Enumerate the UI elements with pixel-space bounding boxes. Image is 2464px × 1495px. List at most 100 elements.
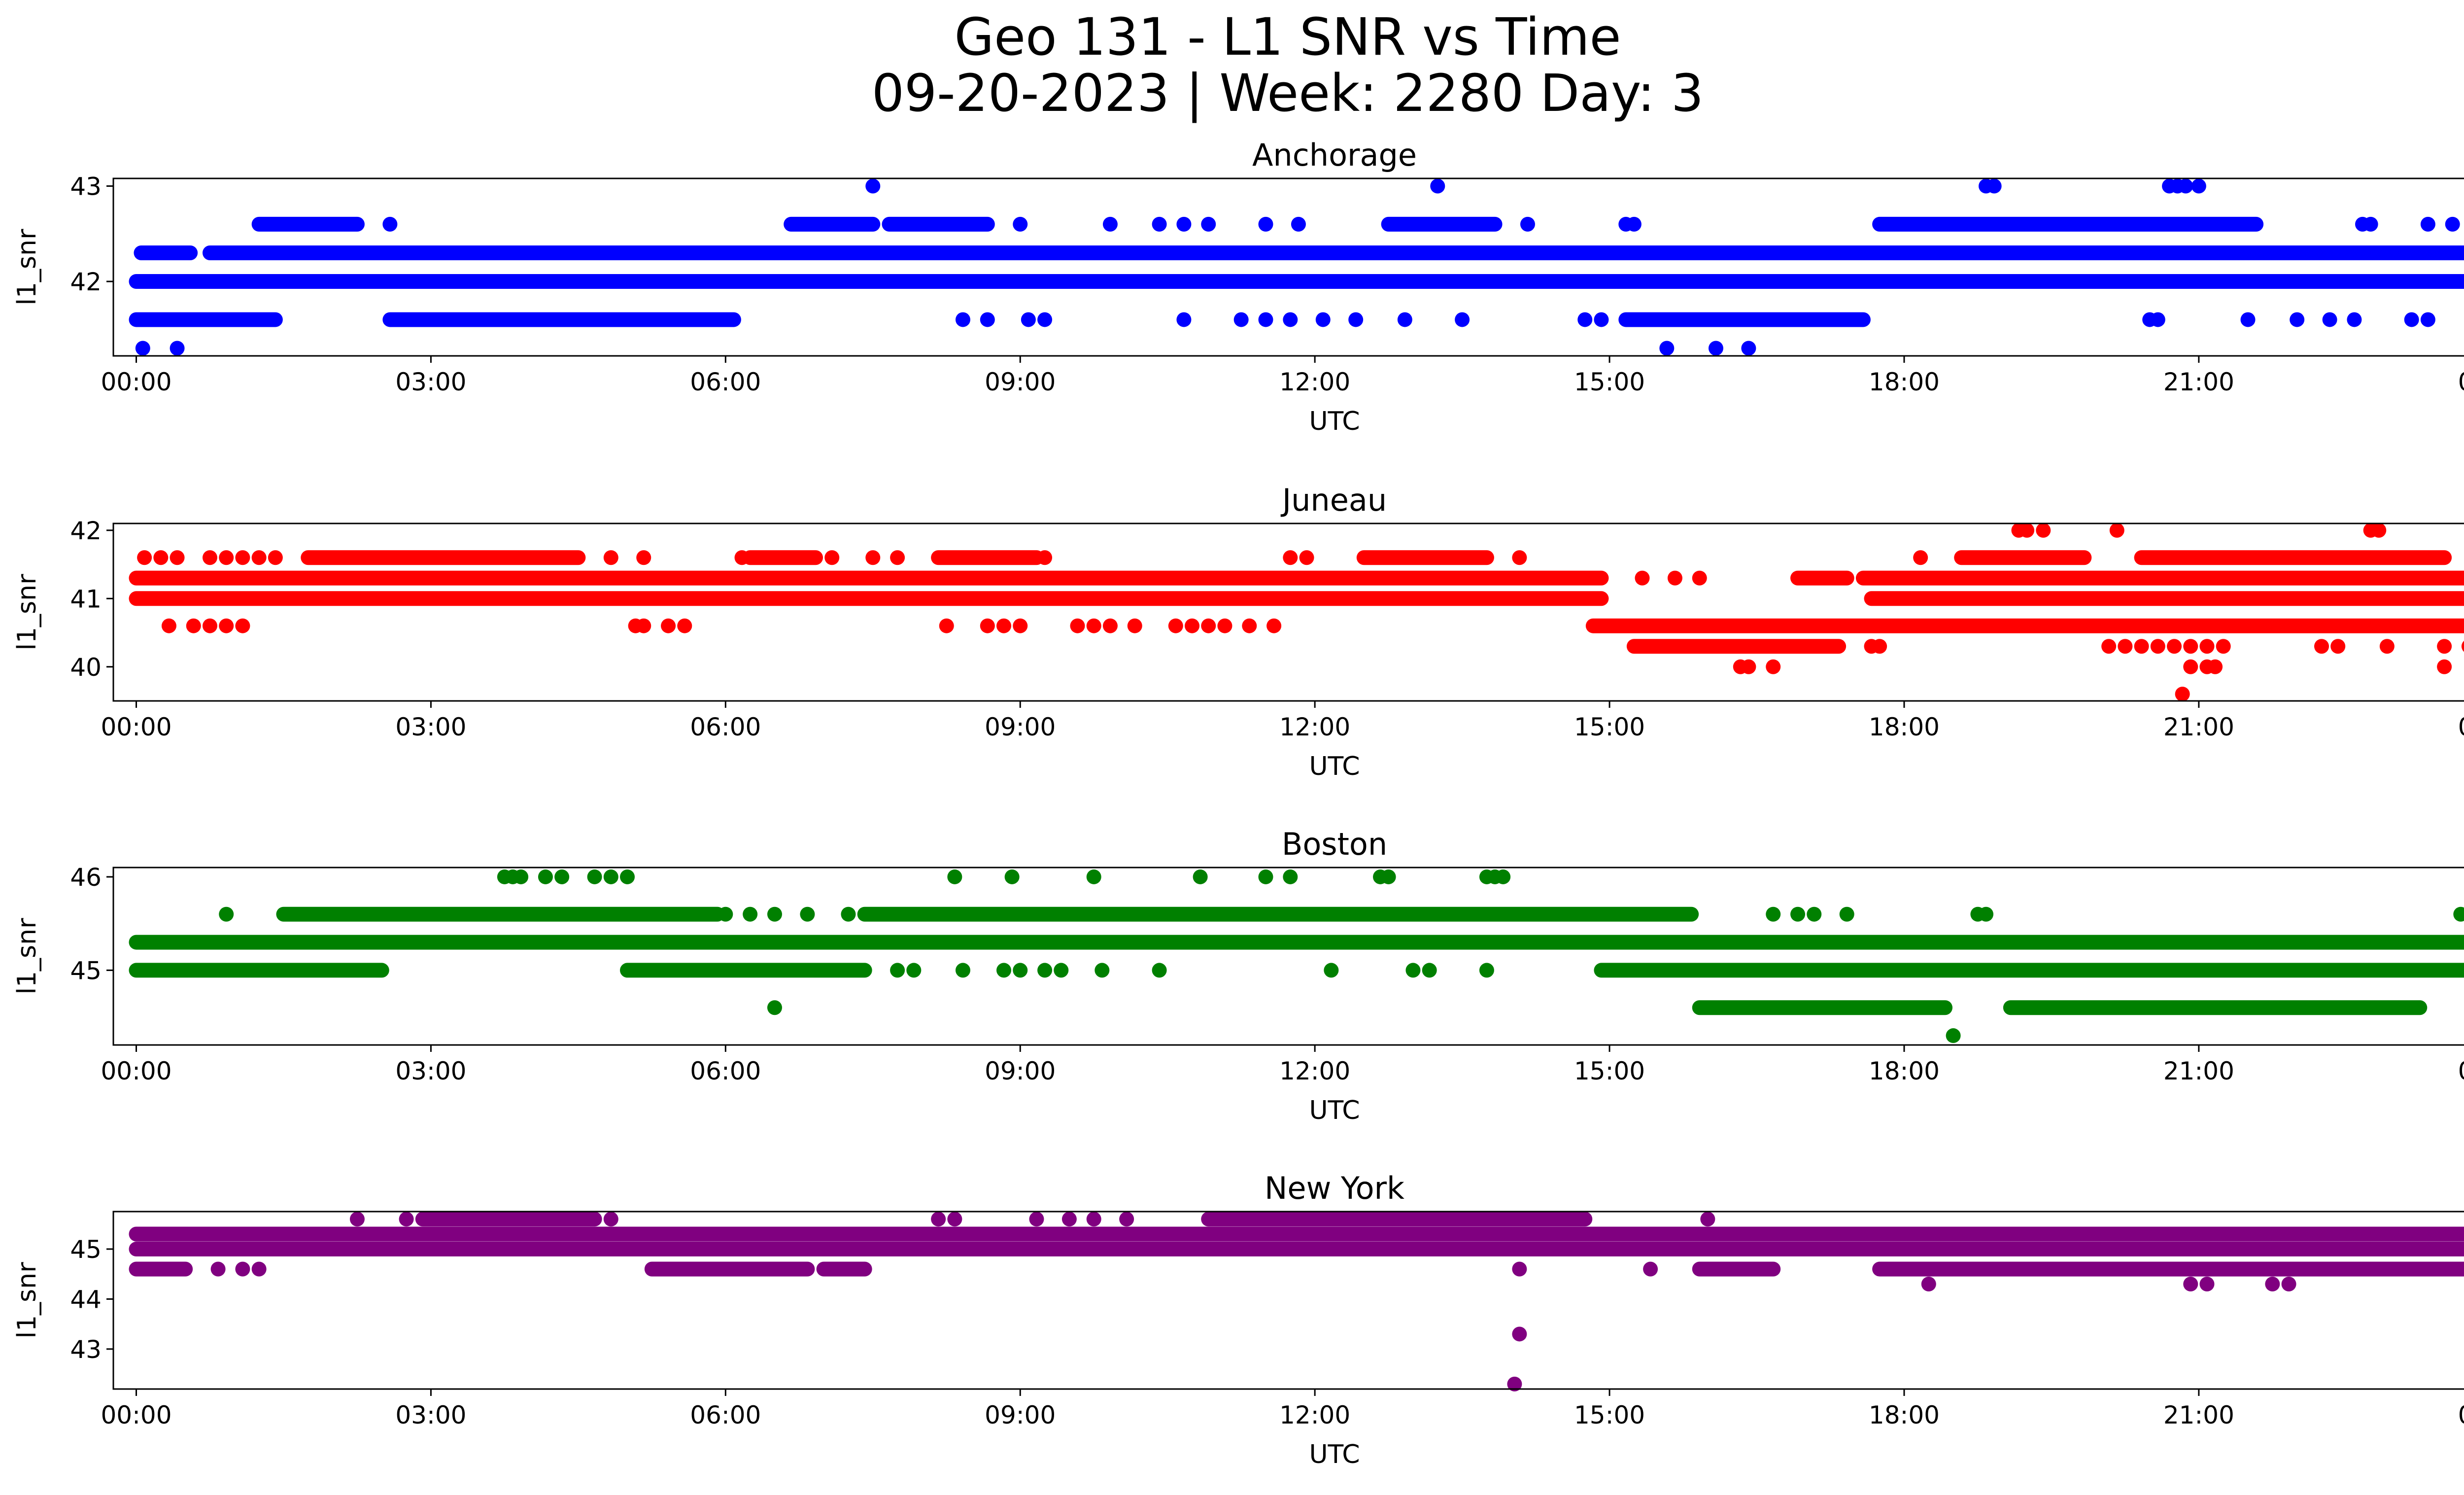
new-york-xlabel: UTC [1309, 1440, 1360, 1469]
juneau-point-62 [2461, 641, 2464, 652]
anchorage-point-47 [2290, 312, 2305, 327]
anchorage-band-3-seg-0 [129, 312, 283, 327]
juneau-point-44 [1692, 570, 1707, 586]
boston-xtick-label-7: 21:00 [2163, 1057, 2234, 1085]
juneau-xtick-label-0: 00:00 [101, 713, 171, 741]
juneau-point-66 [2208, 659, 2223, 674]
juneau-point-34 [1102, 618, 1118, 633]
panel-anchorage: Anchorage 00:00 03:00 06:00 09:00 12:00 15:00 1… [12, 137, 2464, 436]
anchorage-band-2-seg-0 [251, 216, 365, 232]
new-york-xtick-label-5: 15:00 [1574, 1401, 1645, 1429]
juneau-point-60 [2379, 639, 2395, 654]
juneau-point-11 [824, 550, 840, 565]
new-york-point-12 [251, 1261, 267, 1277]
new-york-point-1 [399, 1212, 414, 1227]
juneau-band-3-seg-2 [931, 550, 1044, 565]
juneau-point-58 [2314, 639, 2329, 654]
juneau-point-23 [235, 618, 250, 633]
new-york-point-19 [2199, 1277, 2215, 1292]
boston-point-18 [554, 869, 570, 884]
new-york-point-20 [2265, 1277, 2280, 1292]
anchorage-point-6 [1986, 178, 2002, 194]
juneau-xtick-label-7: 21:00 [2163, 713, 2234, 741]
anchorage-point-28 [2445, 216, 2460, 232]
boston-band-3-seg-1 [2003, 1000, 2428, 1015]
boston-point-17 [538, 869, 553, 884]
boston-point-6 [1766, 906, 1781, 922]
juneau-xtick-label-5: 15:00 [1574, 713, 1645, 741]
boston-point-4 [800, 906, 815, 922]
anchorage-point-49 [2347, 312, 2362, 327]
figure-title-line1: Geo 131 - L1 SNR vs Time [954, 7, 1621, 67]
juneau-point-16 [1299, 550, 1314, 565]
anchorage-series [129, 178, 2464, 356]
anchorage-point-33 [1037, 312, 1053, 327]
new-york-xtick-label-1: 03:00 [395, 1401, 466, 1429]
juneau-point-22 [219, 618, 234, 633]
anchorage-point-39 [1348, 312, 1364, 327]
anchorage-point-21 [1291, 216, 1306, 232]
new-york-xtick-label-6: 18:00 [1869, 1401, 1940, 1429]
new-york-point-4 [947, 1212, 962, 1227]
boston-point-27 [1283, 869, 1298, 884]
juneau-point-29 [980, 618, 995, 633]
juneau-point-38 [1201, 618, 1216, 633]
new-york-xtick-label-7: 21:00 [2163, 1401, 2234, 1429]
juneau-point-10 [734, 550, 750, 565]
boston-point-16 [513, 869, 529, 884]
boston-point-37 [1013, 963, 1028, 978]
new-york-band-2-seg-0 [129, 1261, 193, 1277]
anchorage-band-0-seg-1 [202, 245, 2464, 260]
boston-point-45 [1479, 963, 1494, 978]
juneau-point-49 [1872, 639, 1887, 654]
new-york-xtick-label-3: 09:00 [985, 1401, 1056, 1429]
anchorage-point-36 [1258, 312, 1273, 327]
anchorage-xtick-label-1: 03:00 [395, 368, 466, 396]
juneau-band-0-seg-1 [1790, 570, 1854, 586]
figure-title-line2: 09-20-2023 | Week: 2280 Day: 3 [871, 63, 1704, 123]
juneau-band-3-seg-4 [1954, 550, 2092, 565]
juneau-point-41 [1266, 618, 1282, 633]
juneau-band-3-seg-5 [2134, 550, 2452, 565]
anchorage-point-51 [2420, 312, 2435, 327]
juneau-point-4 [219, 550, 234, 565]
boston-ylabel: l1_snr [12, 918, 42, 995]
boston-point-38 [1037, 963, 1053, 978]
anchorage-point-11 [1659, 341, 1675, 356]
juneau-point-30 [996, 618, 1012, 633]
anchorage-point-45 [2150, 312, 2165, 327]
anchorage-point-40 [1397, 312, 1412, 327]
juneau-point-2 [170, 550, 185, 565]
anchorage-point-31 [980, 312, 995, 327]
boston-point-23 [1004, 869, 1020, 884]
anchorage-band-3-seg-1 [382, 312, 741, 327]
new-york-xtick-label-0: 00:00 [101, 1401, 171, 1429]
anchorage-point-19 [1201, 216, 1216, 232]
boston-point-29 [1381, 869, 1396, 884]
boston-band-3-seg-0 [1692, 1000, 1952, 1015]
boston-xlabel: UTC [1309, 1096, 1360, 1125]
boston-point-44 [1422, 963, 1437, 978]
juneau-point-42 [1635, 570, 1650, 586]
juneau-point-35 [1127, 618, 1142, 633]
boston-point-8 [1807, 906, 1822, 922]
panel-juneau: Juneau 00:00 03:00 06:00 09:00 12:00 15:00 18:0… [12, 482, 2464, 781]
juneau-point-51 [2118, 639, 2133, 654]
juneau-xtick-label-6: 18:00 [1869, 713, 1940, 741]
juneau-point-43 [1667, 570, 1682, 586]
new-york-point-6 [1061, 1212, 1077, 1227]
boston-point-24 [1086, 869, 1101, 884]
new-york-band-1-seg-0 [129, 1242, 2464, 1257]
anchorage-point-13 [1741, 341, 1756, 356]
anchorage-band-2-seg-2 [882, 216, 995, 232]
anchorage-point-22 [1520, 216, 1535, 232]
anchorage-xtick-label-8: 00:00 [2458, 368, 2464, 396]
new-york-band-3-seg-1 [1201, 1212, 1593, 1227]
anchorage-point-48 [2322, 312, 2337, 327]
boston-band-2-seg-0 [276, 906, 725, 922]
juneau-point-52 [2134, 639, 2149, 654]
juneau-xlabel: UTC [1309, 752, 1360, 781]
boston-band-1-seg-1 [620, 963, 872, 978]
new-york-point-11 [235, 1261, 250, 1277]
new-york-point-7 [1086, 1212, 1101, 1227]
